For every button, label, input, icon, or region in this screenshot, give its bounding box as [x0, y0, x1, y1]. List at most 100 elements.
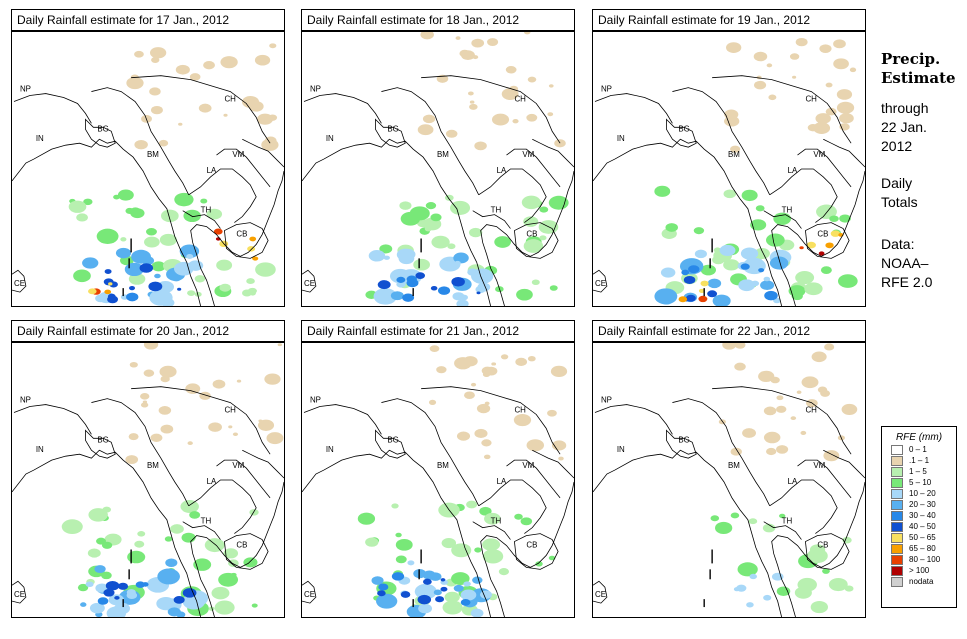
country-label: TH	[491, 517, 502, 526]
sidebar-data-line1: Data:	[881, 236, 915, 252]
border-line	[593, 269, 608, 293]
border-line	[85, 429, 116, 459]
rain-cell	[501, 88, 519, 101]
rain-cell	[113, 194, 120, 200]
rain-cell	[776, 395, 784, 401]
rain-cell	[390, 291, 404, 301]
rainfall-field	[654, 37, 858, 306]
rain-cell	[151, 57, 160, 63]
rain-cell	[526, 439, 545, 452]
rain-cell	[249, 509, 259, 516]
rain-cell	[498, 568, 509, 576]
border-line	[302, 580, 317, 604]
map-canvas: NP IN BG BM CH VM LA TH CB CE	[12, 343, 284, 617]
rain-cell	[88, 508, 108, 522]
border-line	[190, 170, 284, 306]
rain-cell	[200, 198, 208, 204]
legend-item: > 100	[891, 566, 956, 577]
rain-cell	[453, 584, 464, 592]
rain-cell	[436, 366, 447, 374]
rain-cell	[189, 73, 201, 81]
rain-cell	[654, 288, 678, 305]
rain-cell	[480, 590, 493, 599]
rain-cell	[399, 201, 412, 210]
country-label: LA	[207, 166, 217, 175]
rain-cell	[173, 596, 185, 604]
rain-cell	[463, 356, 478, 367]
border-line	[771, 170, 865, 306]
legend-item: 1 – 5	[891, 467, 956, 478]
rain-cell	[159, 233, 177, 246]
border-line	[532, 138, 574, 168]
rain-cell	[252, 256, 259, 261]
legend-swatch	[891, 456, 903, 466]
rain-cell	[417, 219, 430, 228]
rain-cell	[87, 548, 101, 558]
rain-cell	[833, 58, 849, 70]
rain-cell	[712, 294, 731, 306]
rain-cell	[236, 379, 242, 383]
legend-swatch	[891, 533, 903, 543]
rain-cell	[368, 250, 386, 262]
border-line	[421, 75, 561, 144]
rain-cell	[428, 399, 437, 405]
rain-cell	[409, 206, 430, 221]
country-label: BM	[437, 150, 449, 159]
rain-cell	[442, 600, 463, 615]
legend-swatch	[891, 445, 903, 455]
rain-cell	[158, 139, 169, 147]
rain-cell	[396, 276, 406, 283]
rain-cell	[400, 591, 411, 598]
rain-cell	[151, 261, 166, 272]
rain-cell	[524, 32, 531, 35]
rain-cell	[776, 405, 787, 413]
rain-cell	[232, 432, 239, 437]
rain-cell	[440, 586, 448, 592]
rain-cell	[126, 292, 139, 302]
rain-cell	[723, 259, 740, 271]
rainfall-field	[61, 343, 284, 617]
sidebar-daily: Daily Totals	[881, 174, 967, 212]
border-line	[13, 93, 92, 124]
country-label: LA	[497, 477, 507, 486]
rain-cell	[177, 287, 182, 291]
country-label: NP	[20, 396, 31, 405]
rain-cell	[208, 422, 222, 432]
rain-cell	[223, 548, 239, 559]
rain-cell	[383, 255, 390, 260]
rain-cell	[97, 597, 109, 605]
rain-cell	[128, 433, 139, 441]
rain-cell	[429, 345, 440, 353]
rain-cell	[150, 105, 163, 115]
rain-cell	[460, 589, 477, 601]
rain-cell	[539, 235, 547, 241]
rainfall-field	[365, 32, 569, 306]
country-label: CE	[304, 279, 315, 288]
rain-cell	[451, 277, 465, 287]
rain-cell	[391, 572, 405, 581]
rainfall-field	[357, 345, 568, 617]
rain-cell	[143, 369, 155, 377]
rain-cell	[820, 266, 832, 275]
rain-cell	[769, 256, 789, 270]
rain-cell	[452, 292, 465, 301]
rain-cell	[819, 44, 832, 53]
rain-cell	[180, 500, 199, 513]
rain-cell	[208, 606, 215, 611]
rain-cell	[466, 500, 478, 509]
rain-cell	[134, 140, 148, 150]
rain-cell	[548, 555, 556, 561]
rain-cell	[455, 36, 461, 40]
rain-cell	[451, 572, 470, 586]
country-label: NP	[20, 85, 31, 94]
border-line	[478, 168, 547, 223]
rain-cell	[377, 280, 391, 290]
rain-cell	[825, 82, 833, 88]
border-line	[182, 210, 221, 229]
rainfall-panel-jan19: Daily Rainfall estimate for 19 Jan., 201…	[592, 9, 866, 307]
country-label: TH	[782, 517, 793, 526]
country-label: CB	[817, 541, 828, 550]
map-canvas: NP IN BG BM CH VM LA TH CB CE	[593, 37, 865, 306]
rain-cell	[114, 595, 120, 600]
rain-cell	[174, 192, 194, 207]
